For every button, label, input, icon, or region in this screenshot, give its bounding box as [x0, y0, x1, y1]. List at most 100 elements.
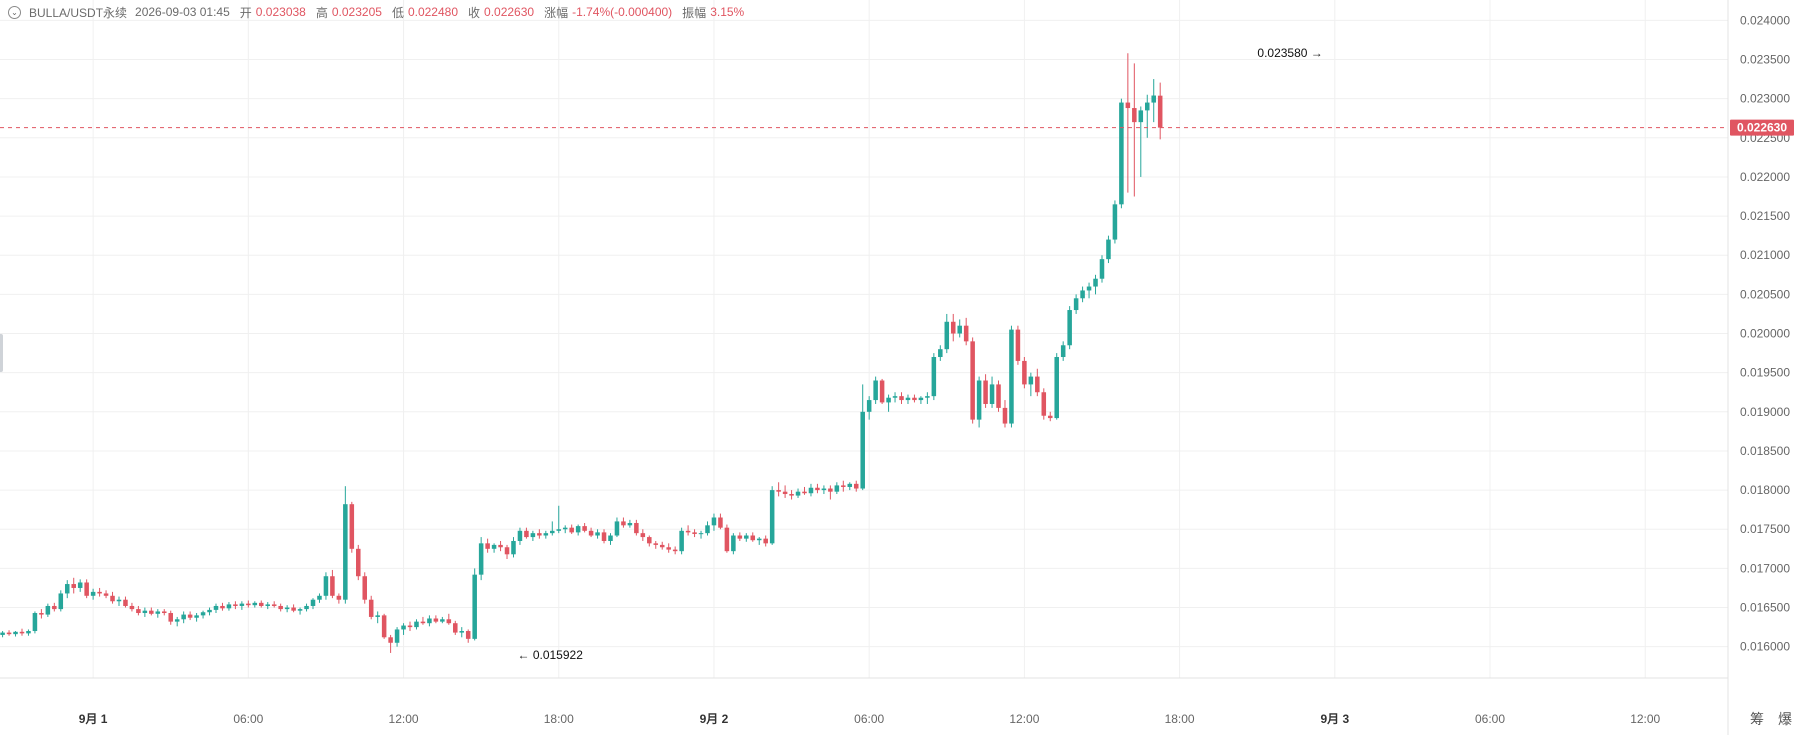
candle-body	[737, 535, 743, 539]
candle-up	[989, 376, 995, 408]
candle-body	[808, 487, 814, 494]
candle-up	[200, 610, 206, 619]
candle-datetime: 2026-09-03 01:45	[135, 5, 230, 19]
candle-body	[659, 544, 665, 548]
side-panel-handle[interactable]	[0, 334, 3, 372]
candle-body	[1002, 407, 1008, 424]
candle-body	[892, 396, 898, 398]
price-tick-label: 0.022000	[1740, 170, 1790, 184]
candle-down	[802, 486, 807, 495]
candle-down	[19, 628, 25, 636]
candle-down	[453, 620, 458, 635]
price-tick-label: 0.023500	[1740, 53, 1790, 67]
candle-body	[879, 380, 885, 403]
candle-body	[905, 397, 911, 401]
candle-up	[64, 580, 70, 599]
candle-up	[530, 530, 536, 541]
candle-up	[478, 537, 484, 581]
candle-body	[97, 591, 102, 594]
candle-down	[524, 527, 529, 539]
candle-body	[601, 532, 607, 541]
candle-body	[569, 527, 574, 533]
candle-body	[582, 526, 587, 531]
candle-down	[996, 380, 1001, 412]
candle-body	[433, 618, 439, 622]
time-tick-label: 06:00	[233, 712, 263, 726]
candle-body	[52, 605, 57, 610]
candle-body	[77, 582, 83, 588]
candle-up	[1073, 294, 1079, 314]
last-price-tag	[1730, 119, 1794, 136]
high-label: 高	[315, 5, 328, 20]
candle-body	[317, 595, 322, 600]
candle-body	[485, 543, 490, 549]
liquidation-button[interactable]: 爆	[1778, 711, 1792, 727]
candle-body	[271, 604, 277, 606]
candle-body	[731, 535, 736, 552]
collapse-chevron-icon[interactable]: ⌄	[8, 5, 21, 19]
candle-body	[19, 631, 25, 634]
candle-up	[1028, 372, 1034, 397]
high-marker-label: 0.023580 →	[1257, 46, 1322, 60]
candle-down	[776, 482, 781, 497]
candle-up	[13, 631, 18, 637]
candle-down	[336, 593, 342, 604]
price-tick-label: 0.016000	[1740, 640, 1790, 654]
candle-body	[718, 517, 723, 528]
close-value: 0.022630	[484, 5, 535, 19]
candle-body	[944, 321, 950, 350]
time-tick-label: 06:00	[1475, 712, 1505, 726]
candle-body	[692, 532, 697, 534]
candle-body	[362, 576, 368, 600]
ohlc-info-bar: ⌄ BULLA/USDT永续 2026-09-03 01:45 开 0.0230…	[8, 4, 744, 20]
candle-up	[866, 396, 872, 420]
candle-body	[265, 604, 270, 606]
candle-up	[226, 602, 232, 611]
candle-up	[58, 590, 64, 612]
candle-down	[381, 613, 387, 639]
chip-distribution-button[interactable]: 筹	[1750, 711, 1764, 727]
candle-up	[265, 602, 270, 610]
candle-body	[556, 529, 562, 531]
candle-body	[13, 631, 18, 635]
candle-body	[64, 584, 70, 594]
candle-down	[718, 513, 723, 530]
candle-body	[614, 521, 620, 536]
time-tick-label: 9月 1	[79, 712, 108, 726]
candle-down	[659, 541, 665, 550]
candle-body	[996, 384, 1001, 408]
candle-down	[537, 529, 542, 539]
candle-body	[1067, 310, 1072, 346]
candle-body	[1080, 290, 1085, 299]
time-tick-label: 9月 2	[700, 712, 729, 726]
open-value: 0.023038	[255, 5, 306, 19]
candle-up	[142, 607, 148, 617]
candle-down	[588, 527, 594, 538]
price-tick-label: 0.021500	[1740, 209, 1790, 223]
low-label: 低	[391, 5, 404, 20]
price-tick-label: 0.020000	[1740, 327, 1790, 341]
candle-body	[724, 527, 730, 552]
candle-up	[304, 603, 309, 612]
candle-body	[259, 602, 264, 606]
candle-down	[149, 607, 154, 616]
candle-body	[181, 614, 186, 620]
candle-down	[782, 485, 788, 498]
candle-body	[744, 535, 749, 539]
candle-body	[537, 533, 542, 536]
candle-body	[1054, 357, 1059, 419]
candle-body	[511, 540, 516, 555]
candle-down	[685, 525, 691, 536]
candle-body	[1157, 95, 1163, 128]
candle-body	[698, 533, 704, 535]
candle-body	[524, 530, 529, 538]
candle-up	[860, 384, 865, 491]
candle-body	[672, 549, 678, 552]
candle-body	[356, 548, 361, 577]
candle-body	[504, 547, 510, 555]
candle-down	[356, 544, 361, 581]
candle-down	[6, 630, 12, 636]
candle-down	[672, 546, 678, 555]
